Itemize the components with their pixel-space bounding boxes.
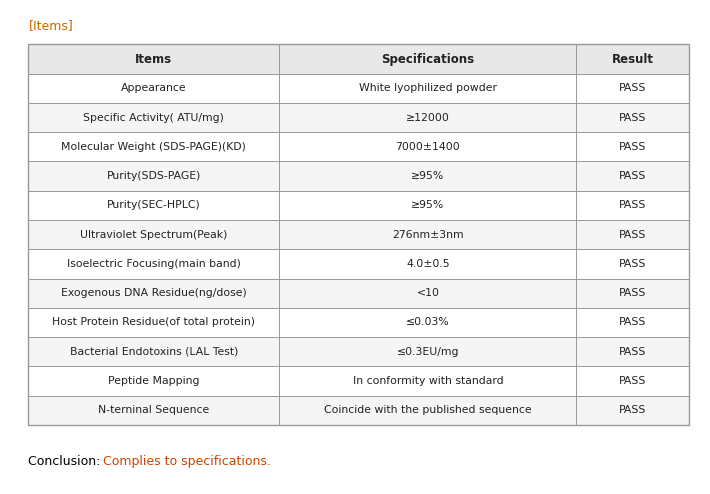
Bar [28,103,689,132]
Text: ≥95%: ≥95% [411,201,444,210]
Text: Specific Activity( ATU/mg): Specific Activity( ATU/mg) [83,113,224,123]
Text: Coincide with the published sequence: Coincide with the published sequence [324,405,532,415]
Bar [28,308,689,337]
Text: 4.0±0.5: 4.0±0.5 [406,259,449,269]
Text: PASS: PASS [619,201,646,210]
Bar [28,396,689,425]
Text: BOTA: BOTA [234,165,547,379]
Text: PASS: PASS [619,83,646,93]
Bar [28,132,689,162]
Text: White lyophilized powder: White lyophilized powder [359,83,497,93]
Text: PASS: PASS [619,171,646,181]
Bar [28,44,689,425]
Text: ≤0.3EU/mg: ≤0.3EU/mg [397,347,459,357]
Bar [28,279,689,308]
Text: N-terninal Sequence: N-terninal Sequence [98,405,209,415]
Bar [28,74,689,103]
Text: Exogenous DNA Residue(ng/dose): Exogenous DNA Residue(ng/dose) [61,288,247,298]
Text: PASS: PASS [619,230,646,240]
Text: Isoelectric Focusing(main band): Isoelectric Focusing(main band) [67,259,241,269]
Bar [28,367,689,396]
Text: Purity(SDS-PAGE): Purity(SDS-PAGE) [106,171,201,181]
Text: Appearance: Appearance [121,83,187,93]
Text: Peptide Mapping: Peptide Mapping [108,376,200,386]
Text: Purity(SEC-HPLC): Purity(SEC-HPLC) [107,201,201,210]
Text: Ultraviolet Spectrum(Peak): Ultraviolet Spectrum(Peak) [80,230,227,240]
Text: PASS: PASS [619,405,646,415]
Text: 276nm±3nm: 276nm±3nm [392,230,464,240]
Text: PASS: PASS [619,288,646,298]
Text: Molecular Weight (SDS-PAGE)(KD): Molecular Weight (SDS-PAGE)(KD) [62,142,246,152]
Text: Host Protein Residue(of total protein): Host Protein Residue(of total protein) [53,318,256,328]
Bar [28,191,689,220]
Bar [28,44,689,74]
Bar [28,337,689,367]
Text: <10: <10 [416,288,439,298]
Text: Conclusion:: Conclusion: [28,455,105,468]
Text: In conformity with standard: In conformity with standard [353,376,503,386]
Text: Bacterial Endotoxins (LAL Test): Bacterial Endotoxins (LAL Test) [70,347,238,357]
Text: Result: Result [611,52,654,66]
Bar [28,220,689,249]
Text: 7000±1400: 7000±1400 [395,142,460,152]
Text: PASS: PASS [619,376,646,386]
Text: [Items]: [Items] [28,19,73,32]
Text: ≤0.03%: ≤0.03% [406,318,449,328]
Text: Items: Items [136,52,173,66]
Text: Specifications: Specifications [381,52,474,66]
Text: PASS: PASS [619,142,646,152]
Text: PASS: PASS [619,347,646,357]
Text: ≥95%: ≥95% [411,171,444,181]
Text: PASS: PASS [619,318,646,328]
Bar [28,249,689,279]
Text: PASS: PASS [619,113,646,123]
Text: PASS: PASS [619,259,646,269]
Text: ≥12000: ≥12000 [406,113,450,123]
Text: Complies to specifications.: Complies to specifications. [103,455,271,468]
Bar [28,162,689,191]
